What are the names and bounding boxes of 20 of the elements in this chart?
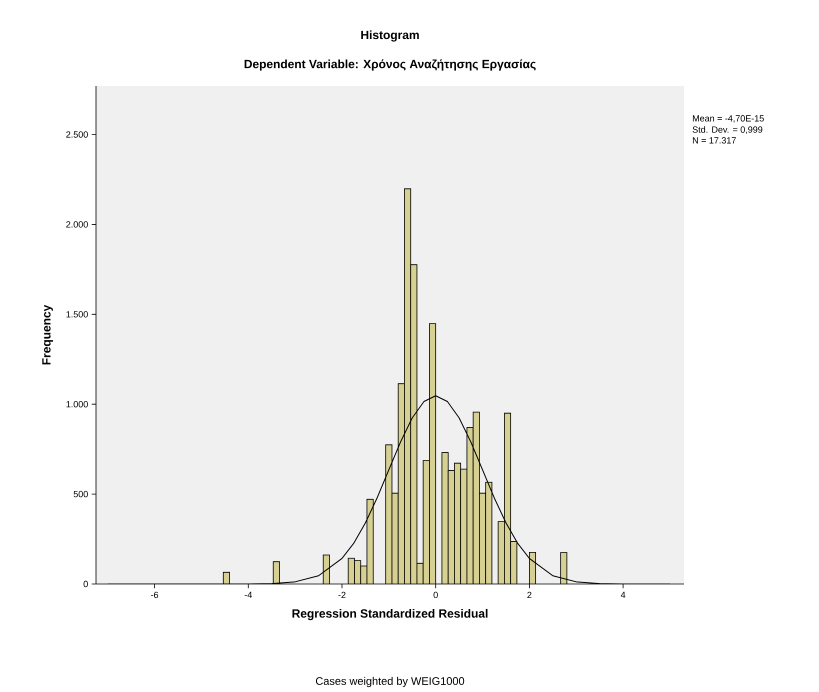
y-tick-label: 2.500 <box>66 131 88 138</box>
chart-title: Histogram <box>361 30 419 42</box>
text: Cases weighted by WEIG1000 <box>316 676 464 688</box>
x-tick-label: -2 <box>338 592 346 598</box>
text: Mean = -4,70E-15 <box>692 115 764 123</box>
text: Std. Dev. = 0,999 <box>692 126 762 134</box>
x-tick-label: 0 <box>434 592 438 598</box>
chart-subtitle: Dependent Variable: Χρόνος Αναζήτησης Εργασίας <box>244 59 536 71</box>
x-tick-label: 2 <box>527 592 532 598</box>
x-tick-label: -4 <box>244 592 252 598</box>
y-tick-label: 0 <box>84 580 88 588</box>
y-tick-label: 500 <box>74 490 88 498</box>
y-tick-label: 1.500 <box>66 311 88 318</box>
x-tick-label: -6 <box>150 592 158 598</box>
y-tick-label: 1.000 <box>66 401 88 408</box>
y-tick-label: 2.000 <box>66 221 88 228</box>
y-axis-title: Frequency <box>42 304 53 364</box>
x-axis-title: Regression Standardized Residual <box>292 608 488 620</box>
x-tick-label: 4 <box>620 592 626 598</box>
text: N = 17.317 <box>692 137 736 144</box>
